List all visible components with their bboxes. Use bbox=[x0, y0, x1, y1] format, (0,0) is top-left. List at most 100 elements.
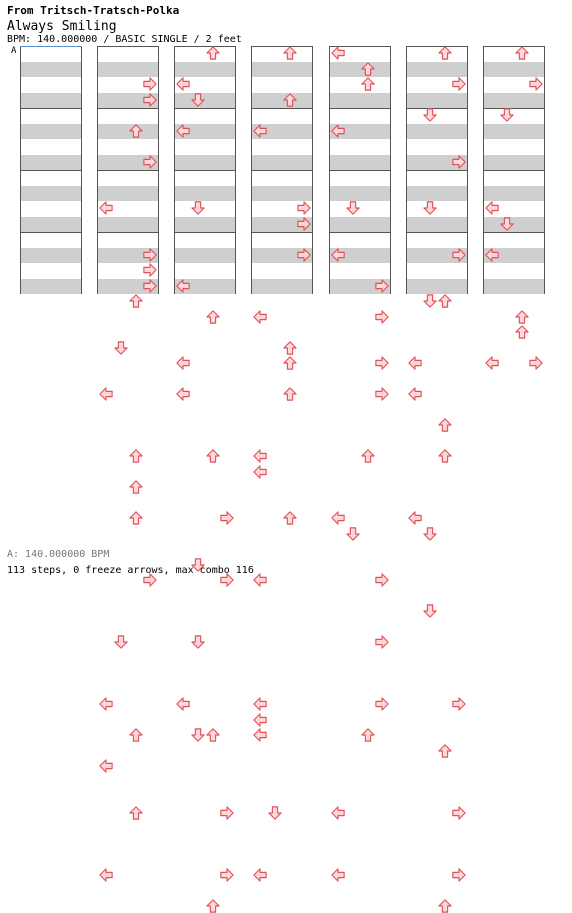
beat-band bbox=[252, 124, 312, 139]
measure-box bbox=[329, 108, 391, 170]
arrow-left-icon bbox=[99, 867, 113, 882]
arrow-left-icon bbox=[176, 387, 190, 401]
beat-band bbox=[21, 62, 81, 77]
beat-band bbox=[484, 124, 544, 139]
arrow-right-icon bbox=[143, 154, 157, 169]
arrow-left-icon bbox=[485, 247, 499, 262]
beat-band bbox=[330, 248, 390, 263]
arrow-right-icon bbox=[297, 216, 311, 231]
arrow-left-icon bbox=[408, 511, 422, 525]
measure-box bbox=[20, 232, 82, 294]
arrow-right-icon bbox=[220, 511, 234, 525]
arrow-right-icon bbox=[297, 247, 311, 262]
arrow-left-icon bbox=[253, 728, 267, 742]
arrow-left-icon bbox=[176, 278, 190, 293]
bpm-marker-label: A bbox=[11, 46, 17, 56]
beat-band bbox=[21, 155, 81, 170]
arrow-up-icon bbox=[129, 294, 143, 308]
arrow-down-icon bbox=[346, 526, 360, 541]
arrow-up-icon bbox=[438, 743, 452, 758]
measure-box bbox=[174, 46, 236, 108]
arrow-right-icon bbox=[375, 573, 389, 587]
arrow-up-icon bbox=[206, 898, 220, 913]
measure-box bbox=[174, 232, 236, 294]
beat-band bbox=[175, 155, 235, 170]
arrow-up-icon bbox=[361, 449, 375, 463]
arrow-left-icon bbox=[331, 511, 345, 525]
arrow-right-icon bbox=[143, 92, 157, 107]
measure-box bbox=[329, 46, 391, 108]
arrow-right-icon bbox=[220, 805, 234, 820]
arrow-up-icon bbox=[206, 309, 220, 324]
arrow-right-icon bbox=[452, 77, 466, 91]
beat-band bbox=[21, 186, 81, 201]
arrow-right-icon bbox=[452, 805, 466, 820]
measure-box bbox=[406, 232, 468, 294]
beat-band bbox=[407, 186, 467, 201]
arrow-right-icon bbox=[452, 154, 466, 169]
arrow-up-icon bbox=[515, 309, 529, 324]
beat-band bbox=[175, 186, 235, 201]
arrow-up-icon bbox=[129, 511, 143, 525]
beat-band bbox=[175, 279, 235, 294]
chart-column-7 bbox=[483, 46, 545, 514]
arrow-right-icon bbox=[452, 697, 466, 711]
beat-band bbox=[21, 93, 81, 108]
arrow-right-icon bbox=[375, 356, 389, 370]
beat-band bbox=[407, 124, 467, 139]
arrow-down-icon bbox=[114, 635, 128, 649]
chart-column-6 bbox=[406, 46, 468, 514]
beat-band bbox=[98, 217, 158, 232]
arrow-left-icon bbox=[331, 805, 345, 820]
beat-band bbox=[252, 155, 312, 170]
beat-band bbox=[21, 279, 81, 294]
arrow-left-icon bbox=[485, 356, 499, 370]
measure-box bbox=[406, 170, 468, 232]
arrow-down-icon bbox=[500, 108, 514, 122]
arrow-up-icon bbox=[438, 418, 452, 432]
measure-box bbox=[174, 108, 236, 170]
arrow-up-icon bbox=[283, 511, 297, 525]
arrow-up-icon bbox=[283, 340, 297, 355]
arrow-left-icon bbox=[176, 77, 190, 91]
arrow-up-icon bbox=[129, 480, 143, 494]
arrow-up-icon bbox=[361, 61, 375, 76]
arrow-up-icon bbox=[515, 325, 529, 339]
arrow-up-icon bbox=[129, 805, 143, 820]
beat-band bbox=[330, 93, 390, 108]
chart-info: BPM: 140.000000 / BASIC SINGLE / 2 feet bbox=[7, 34, 242, 45]
arrow-left-icon bbox=[253, 867, 267, 882]
beat-band bbox=[407, 279, 467, 294]
beat-band bbox=[407, 155, 467, 170]
arrow-left-icon bbox=[253, 449, 267, 463]
arrow-right-icon bbox=[143, 573, 157, 587]
arrow-right-icon bbox=[143, 263, 157, 277]
song-title: From Tritsch-Tratsch-Polka bbox=[7, 4, 180, 17]
arrow-down-icon bbox=[423, 526, 437, 541]
chart-title: Always Smiling bbox=[7, 19, 117, 34]
arrow-left-icon bbox=[253, 573, 267, 587]
beat-band bbox=[330, 186, 390, 201]
arrow-left-icon bbox=[176, 697, 190, 711]
measure-box bbox=[20, 108, 82, 170]
arrow-right-icon bbox=[220, 573, 234, 587]
arrow-left-icon bbox=[253, 309, 267, 324]
arrow-left-icon bbox=[331, 123, 345, 138]
arrow-right-icon bbox=[452, 247, 466, 262]
arrow-down-icon bbox=[191, 635, 205, 649]
arrow-up-icon bbox=[515, 46, 529, 60]
arrow-down-icon bbox=[423, 294, 437, 308]
arrow-left-icon bbox=[485, 201, 499, 215]
beat-band bbox=[407, 93, 467, 108]
arrow-down-icon bbox=[500, 216, 514, 231]
beat-band bbox=[252, 279, 312, 294]
arrow-down-icon bbox=[191, 557, 205, 572]
measure-box bbox=[483, 108, 545, 170]
beat-band bbox=[484, 186, 544, 201]
arrow-left-icon bbox=[99, 387, 113, 401]
arrow-right-icon bbox=[529, 356, 543, 370]
beat-band bbox=[175, 217, 235, 232]
beat-band bbox=[98, 248, 158, 263]
arrow-up-icon bbox=[206, 449, 220, 463]
arrow-left-icon bbox=[176, 123, 190, 138]
